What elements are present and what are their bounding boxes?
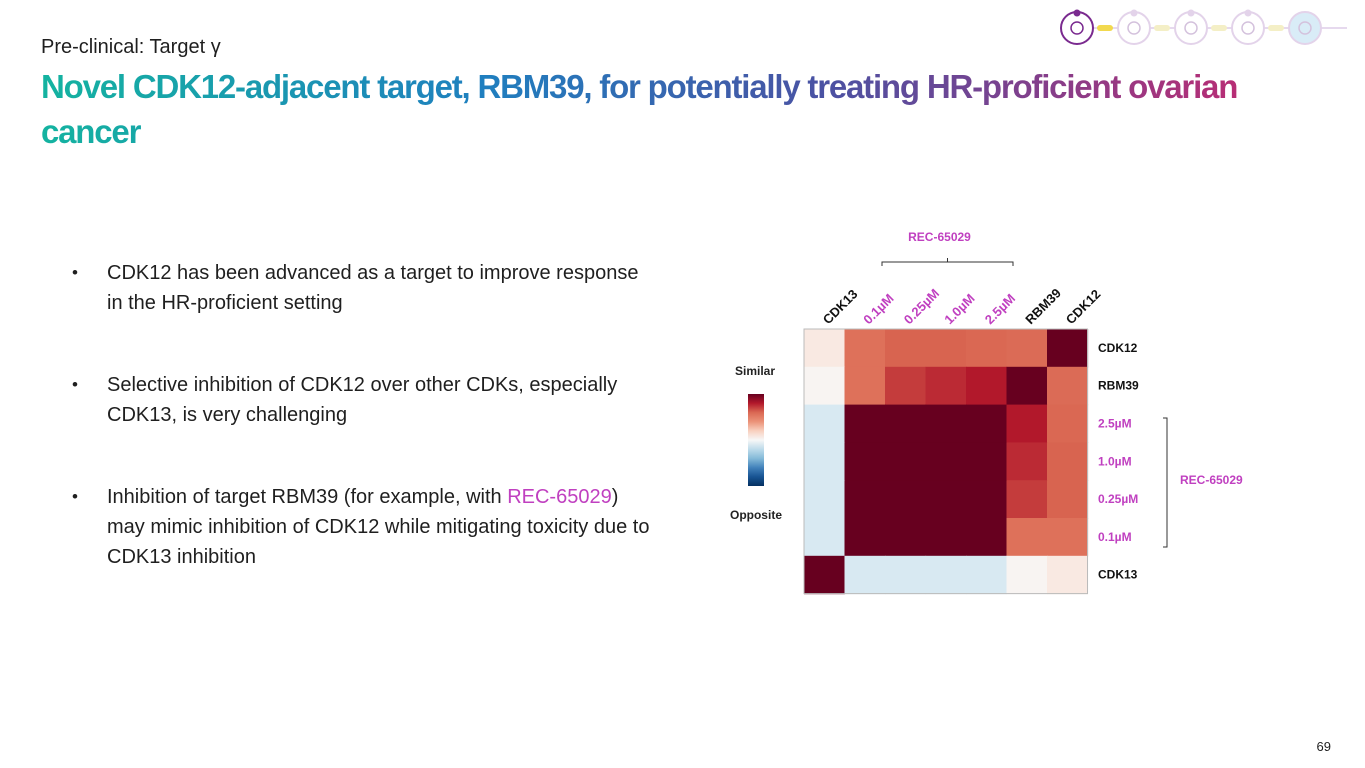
heatmap-cell (1006, 329, 1048, 368)
column-label: 2.5µM (982, 291, 1018, 327)
molecule-icon (1060, 9, 1094, 45)
dna-icon (1174, 9, 1208, 45)
row-label: 2.5µM (1098, 417, 1132, 431)
heatmap-cell (885, 329, 927, 368)
slide-subtitle: Pre-clinical: Target γ (41, 36, 221, 58)
heatmap-cell (804, 404, 846, 443)
row-label: CDK12 (1098, 341, 1138, 355)
heatmap-cell (844, 366, 886, 406)
bullet-text: Inhibition of target RBM39 (for example,… (107, 486, 508, 508)
heatmap-cell (844, 480, 886, 519)
heatmap-cell (885, 480, 927, 519)
heatmap-cell (925, 555, 967, 595)
cell-icon (1288, 11, 1322, 45)
heatmap-cell (966, 404, 1008, 443)
heatmap-cell (1006, 404, 1048, 443)
heatmap-cell (1047, 518, 1089, 557)
heatmap-cell (1047, 555, 1089, 595)
heatmap-cell (925, 366, 967, 406)
row-label: 1.0µM (1098, 454, 1132, 468)
column-label: CDK13 (820, 286, 861, 327)
heatmap-cell (1006, 366, 1048, 406)
heatmap-cell (804, 366, 846, 406)
row-group-bracket (1163, 417, 1168, 548)
heatmap-cell (925, 518, 967, 557)
column-label: CDK12 (1063, 286, 1104, 327)
colorbar-bottom-label: Opposite (730, 508, 782, 522)
heatmap-cell (925, 404, 967, 443)
heatmap-cell (1047, 404, 1089, 443)
progress-marker (1097, 25, 1113, 31)
heatmap-cell (1047, 329, 1089, 368)
heatmap-cell (966, 518, 1008, 557)
heatmap-cell (966, 329, 1008, 368)
heatmap-cell (925, 329, 967, 368)
bullet-list: CDK12 has been advanced as a target to i… (68, 258, 658, 624)
heatmap-cell (844, 555, 886, 595)
heatmap-cell (804, 329, 846, 368)
heatmap-border (803, 328, 1088, 595)
column-label: RBM39 (1022, 285, 1064, 327)
heatmap-cell (885, 404, 927, 443)
flask-icon (1117, 9, 1151, 45)
bullet-item: Selective inhibition of CDK12 over other… (68, 370, 658, 430)
progress-marker (1268, 25, 1284, 31)
network-icon (1231, 9, 1265, 45)
column-label: 0.25µM (901, 286, 942, 327)
bullet-item: Inhibition of target RBM39 (for example,… (68, 482, 658, 572)
column-label: 1.0µM (941, 291, 977, 327)
heatmap-cell (804, 480, 846, 519)
bullet-text: CDK12 has been advanced as a target to i… (107, 262, 639, 314)
heatmap-cell (885, 518, 927, 557)
heatmap-cell (844, 329, 886, 368)
row-label: CDK13 (1098, 568, 1138, 582)
heatmap-cell (1047, 366, 1089, 406)
heatmap-cell (885, 555, 927, 595)
heatmap-cell (1006, 442, 1048, 481)
row-group-label: REC-65029 (1180, 473, 1243, 487)
heatmap-cell (804, 518, 846, 557)
bullet-item: CDK12 has been advanced as a target to i… (68, 258, 658, 318)
heatmap-cell (966, 480, 1008, 519)
column-group-label: REC-65029 (908, 230, 971, 244)
heatmap-cell (966, 442, 1008, 481)
heatmap-cell (885, 442, 927, 481)
heatmap-cell (966, 555, 1008, 595)
bullet-text: ) may mimic inhibition of CDK12 while mi… (107, 486, 650, 568)
heatmap-cell (844, 442, 886, 481)
heatmap-cell (925, 480, 967, 519)
heatmap-cell (804, 555, 846, 595)
colorbar-top-label: Similar (735, 364, 775, 378)
page-number: 69 (1316, 739, 1331, 754)
column-label: 0.1µM (860, 291, 896, 327)
column-group-bracket (881, 258, 1014, 266)
heatmap-cell (1047, 442, 1089, 481)
progress-marker (1154, 25, 1170, 31)
pipeline-progress-graphic (1060, 9, 1347, 45)
slide-title: Novel CDK12-adjacent target, RBM39, for … (41, 64, 1301, 154)
row-label: 0.1µM (1098, 530, 1132, 544)
heatmap-cell (844, 404, 886, 443)
heatmap-cell (844, 518, 886, 557)
heatmap-cell (1006, 480, 1048, 519)
progress-marker (1211, 25, 1227, 31)
row-label: 0.25µM (1098, 492, 1138, 506)
heatmap-cell (804, 442, 846, 481)
compound-highlight: REC-65029 (507, 486, 612, 508)
row-label: RBM39 (1098, 379, 1139, 393)
heatmap-cell (1006, 518, 1048, 557)
heatmap-cell (966, 366, 1008, 406)
heatmap-cell (885, 366, 927, 406)
heatmap-cell (925, 442, 967, 481)
heatmap-cell (1006, 555, 1048, 595)
colorbar (748, 394, 764, 486)
heatmap-cell (1047, 480, 1089, 519)
bullet-text: Selective inhibition of CDK12 over other… (107, 374, 618, 426)
